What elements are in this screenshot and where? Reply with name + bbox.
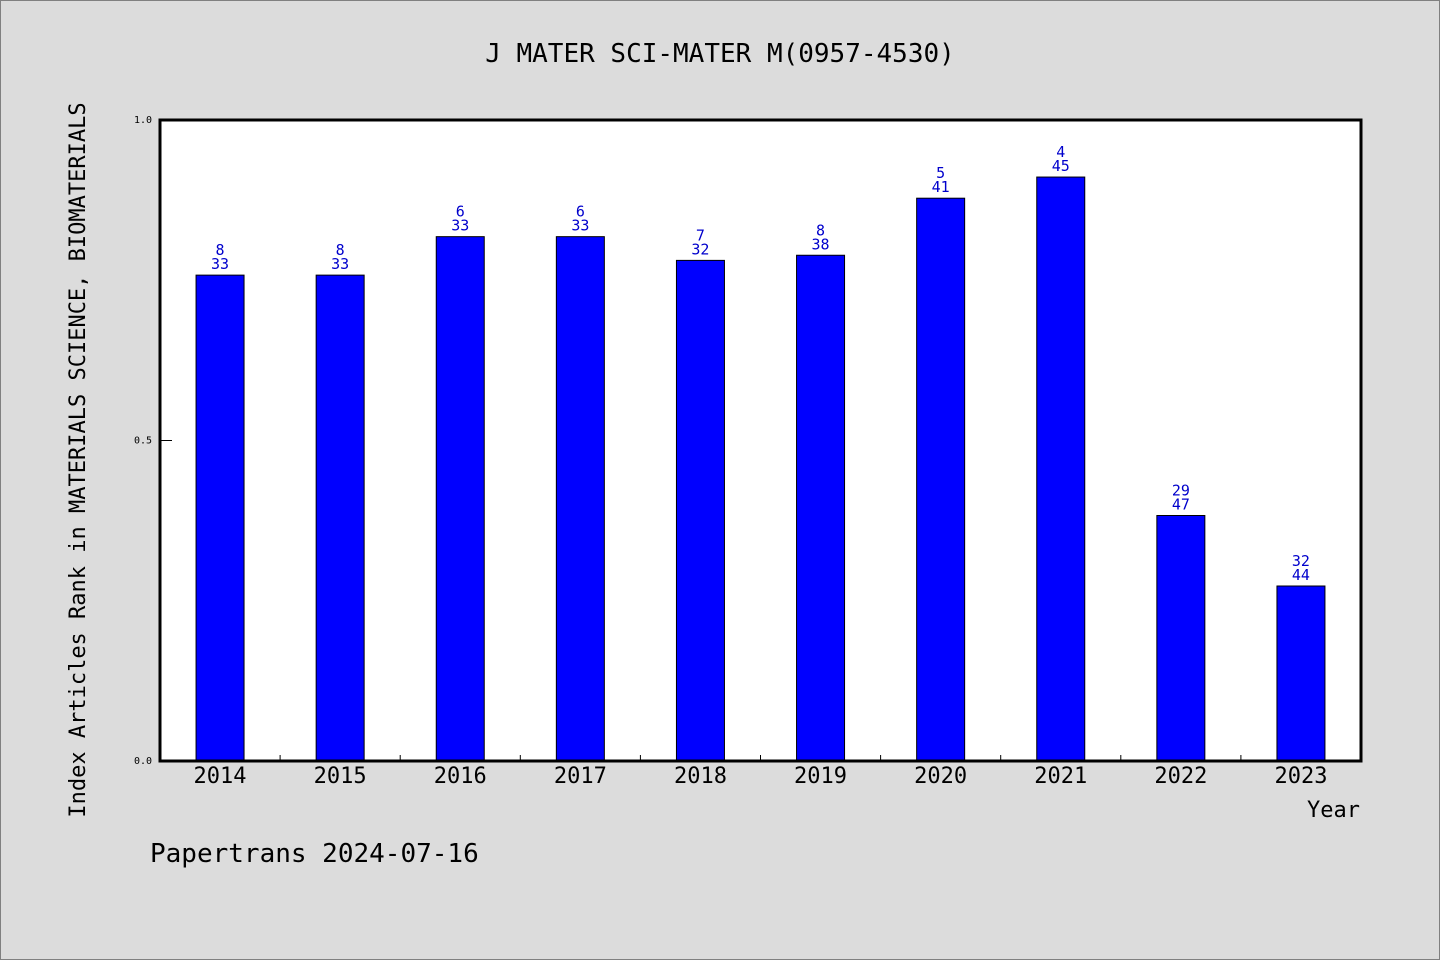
bar-rank-label-2023: 32 [1292, 552, 1310, 570]
bar-rank-label-2022: 29 [1172, 481, 1190, 499]
bar-rank-label-2021: 4 [1056, 143, 1065, 161]
bars-layer [195, 176, 1326, 762]
bar-total-label-2015: 33 [331, 255, 349, 273]
bar-2014 [195, 274, 245, 762]
bar-2019 [796, 254, 846, 762]
bar-rank-label-2020: 5 [936, 164, 945, 182]
x-axis-label: Year [1307, 798, 1360, 823]
bar-rank-label-2016: 6 [456, 203, 465, 221]
bar-rank-label-2019: 8 [816, 221, 825, 239]
bar-2023 [1276, 585, 1326, 762]
bar-2018 [675, 259, 725, 762]
x-tick-label-2020: 2020 [914, 764, 967, 789]
x-tick-label-2016: 2016 [434, 764, 487, 789]
bar-2016 [435, 236, 485, 762]
bar-total-label-2016: 33 [451, 217, 469, 235]
bar-2020 [916, 197, 966, 762]
y-tick-label-1.0: 1.0 [134, 115, 152, 126]
y-tick-label-0.0: 0.0 [134, 756, 152, 767]
footer-timestamp: Papertrans 2024-07-16 [150, 839, 479, 869]
bar-rank-label-2015: 8 [336, 241, 345, 259]
bar-total-label-2020: 41 [932, 178, 950, 196]
bar-total-label-2022: 47 [1172, 495, 1190, 513]
x-tick-label-2014: 2014 [194, 764, 247, 789]
bar-total-label-2023: 44 [1292, 566, 1310, 584]
bar-total-label-2019: 38 [812, 235, 830, 253]
bar-rank-label-2017: 6 [576, 203, 585, 221]
bar-2015 [315, 274, 365, 762]
x-ticks-layer: 2014 2015 2016 2017 2018 2019 2020 2021 2022 2023 [194, 755, 1327, 789]
bar-rank-label-2014: 8 [216, 241, 225, 259]
x-tick-label-2017: 2017 [554, 764, 607, 789]
bar-rank-label-2018: 7 [696, 226, 705, 244]
bar-total-label-2018: 32 [691, 240, 709, 258]
y-axis-label: Index Articles Rank in MATERIALS SCIENCE… [66, 102, 91, 817]
chart-title: J MATER SCI-MATER M(0957-4530) [485, 39, 955, 69]
bar-total-label-2014: 33 [211, 255, 229, 273]
bar-total-label-2017: 33 [571, 217, 589, 235]
bar-2022 [1156, 514, 1206, 762]
bar-2017 [555, 236, 605, 762]
x-tick-label-2021: 2021 [1034, 764, 1087, 789]
x-tick-label-2023: 2023 [1274, 764, 1327, 789]
x-tick-label-2015: 2015 [314, 764, 367, 789]
x-tick-label-2019: 2019 [794, 764, 847, 789]
bar-total-label-2021: 45 [1052, 157, 1070, 175]
x-tick-label-2018: 2018 [674, 764, 727, 789]
bar-2021 [1036, 176, 1086, 762]
plot-border [158, 118, 1363, 763]
y-tick-label-0.5: 0.5 [134, 436, 152, 447]
x-tick-label-2022: 2022 [1154, 764, 1207, 789]
